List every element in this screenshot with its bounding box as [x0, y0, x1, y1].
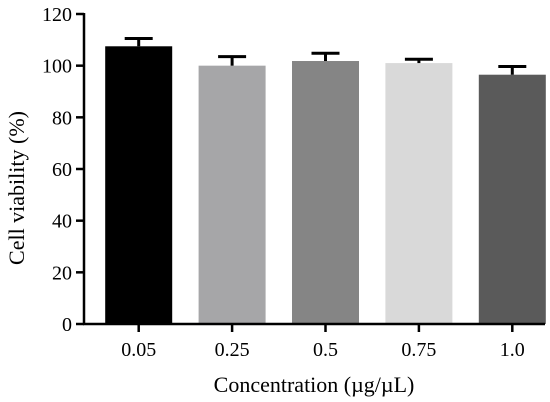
y-tick-label: 20 [52, 262, 72, 284]
y-tick-label: 60 [52, 159, 72, 181]
x-axis-title: Concentration (µg/µL) [214, 372, 415, 397]
bar [478, 74, 546, 324]
y-ticks: 0 20 40 60 80 100 120 [42, 4, 84, 336]
bar [385, 63, 453, 324]
x-ticks: 0.05 0.25 0.5 0.75 1.0 [121, 324, 525, 361]
y-tick-label: 100 [42, 56, 72, 78]
error-bars-layer [124, 37, 527, 75]
x-tick-label: 0.75 [401, 339, 436, 361]
bars-layer [105, 46, 546, 325]
y-tick-label: 40 [52, 211, 72, 233]
y-axis-title: Cell viability (%) [4, 111, 29, 265]
x-tick-label: 1.0 [500, 339, 525, 361]
y-tick-label: 80 [52, 107, 72, 129]
bar [292, 61, 359, 325]
x-tick-label: 0.05 [121, 339, 156, 361]
y-tick-label: 0 [62, 314, 72, 336]
y-tick-label: 120 [42, 4, 72, 26]
bar [198, 65, 266, 325]
x-tick-label: 0.5 [313, 339, 338, 361]
bar [105, 46, 173, 325]
x-tick-label: 0.25 [215, 339, 250, 361]
